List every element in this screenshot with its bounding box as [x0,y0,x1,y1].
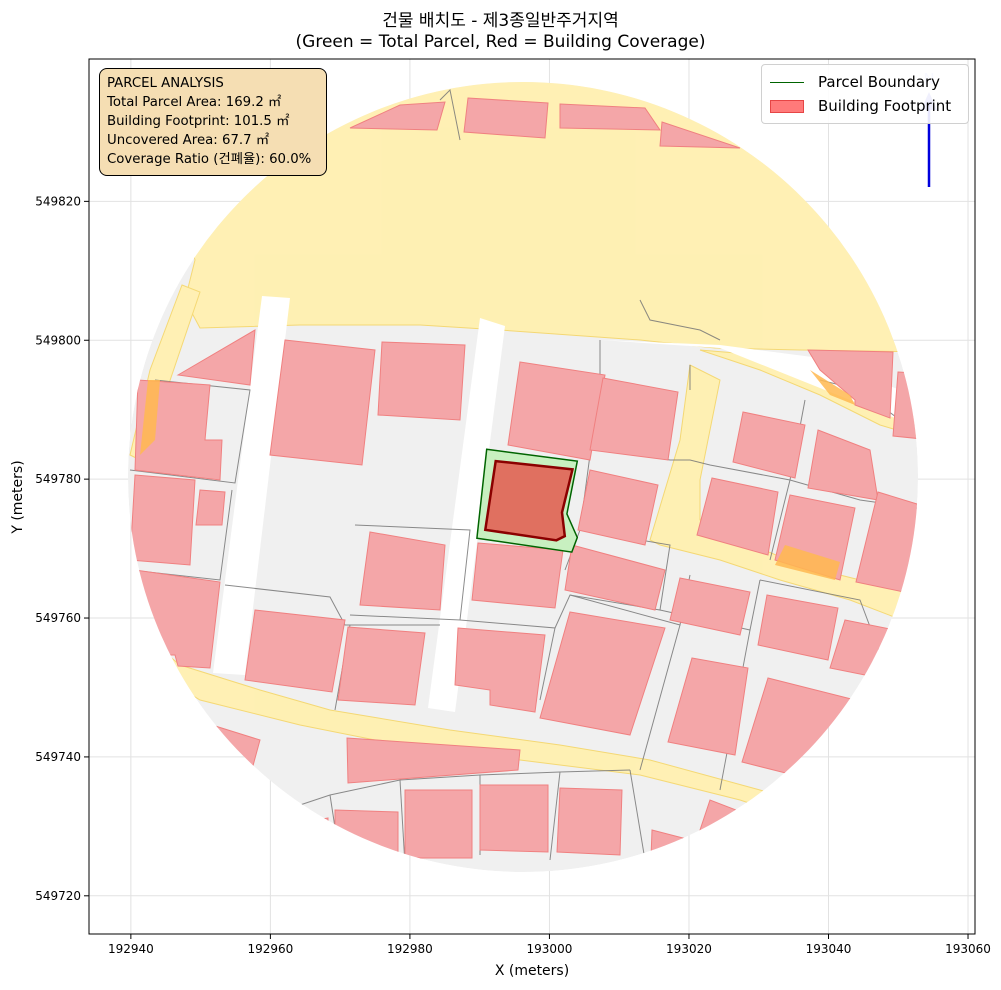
bldg-13 [669,577,751,636]
y-tick-label: 549820 [35,194,81,208]
neighbor-buildings [129,97,918,872]
chart-title: 건물 배치도 - 제3종일반주거지역 [382,11,619,31]
bldg-5 [577,469,659,546]
bldg-18 [732,411,806,479]
x-tick-label: 193060 [945,942,991,956]
overlap-e [775,545,840,580]
bldg-2 [377,341,466,421]
overlap-nw [140,380,160,455]
chart-subtitle: (Green = Total Parcel, Red = Building Co… [295,32,706,52]
bldg-11 [454,627,546,713]
info-uncovered: Uncovered Area: 67.7 ㎡ [107,133,270,148]
info-heading: PARCEL ANALYSIS [107,76,224,91]
bldg-7 [471,542,564,609]
y-tick-label: 549800 [35,333,81,347]
bldg-3 [507,361,606,461]
bldg-8 [564,544,666,611]
axes-frame [88,58,976,935]
info-footprint: Building Footprint: 101.5 ㎡ [107,114,290,129]
overlap-ne [810,370,855,405]
x-axis-label: X (meters) [495,963,569,979]
x-tick-label: 193020 [666,942,712,956]
x-tick-label: 192980 [387,942,433,956]
bldg-14 [667,657,749,756]
subject-parcel [476,448,579,553]
parcel-analysis-box: PARCEL ANALYSIS Total Parcel Area: 169.2… [99,68,327,176]
bldg-28 [659,121,741,149]
bldg-26 [463,97,549,139]
x-tick-label: 192960 [247,942,293,956]
y-axis-ticks: 549720 549740 549760 549780 549800 549820 [35,194,89,903]
y-tick-label: 549780 [35,472,81,486]
legend: Parcel Boundary Building Footprint [761,64,969,124]
road-gap-center [428,318,505,712]
bldg-31 [404,789,473,859]
building-footprint [483,459,575,542]
bldg-12 [539,611,666,736]
bldg-29 [346,737,521,784]
overlap-patches [140,370,855,580]
bldg-w-1 [129,474,196,566]
bldg-w-2 [195,489,226,526]
y-tick-label: 549720 [35,889,81,903]
legend-label-building: Building Footprint [818,97,952,115]
bldg-27 [559,103,661,131]
bldg-nw-2 [176,329,256,386]
road-gap-west [213,296,290,675]
y-axis-label: Y (meters) [10,460,26,534]
legend-patch-swatch [770,99,804,113]
info-coverage: Coverage Ratio (건폐율): 60.0% [107,152,312,167]
y-tick-label: 549760 [35,611,81,625]
bldg-4 [589,377,679,461]
y-tick-label: 549740 [35,750,81,764]
info-total-area: Total Parcel Area: 169.2 ㎡ [107,95,282,110]
bldg-9 [244,609,346,693]
bldg-32 [479,784,549,853]
bldg-15 [757,594,839,661]
bldg-25 [349,101,446,131]
bldg-6 [359,531,446,611]
x-tick-label: 192940 [108,942,154,956]
bldg-1 [269,339,376,466]
legend-item-parcel: Parcel Boundary [770,71,940,93]
bldg-10 [337,626,426,706]
legend-item-building: Building Footprint [770,95,951,117]
legend-label-parcel: Parcel Boundary [818,73,941,91]
legend-line-swatch [770,81,804,83]
x-tick-label: 193040 [806,942,852,956]
x-axis-ticks: 192940 192960 192980 193000 193020 193040 1930… [108,934,991,956]
bldg-33 [556,787,623,856]
x-tick-label: 193000 [527,942,573,956]
bldg-20 [696,477,779,556]
